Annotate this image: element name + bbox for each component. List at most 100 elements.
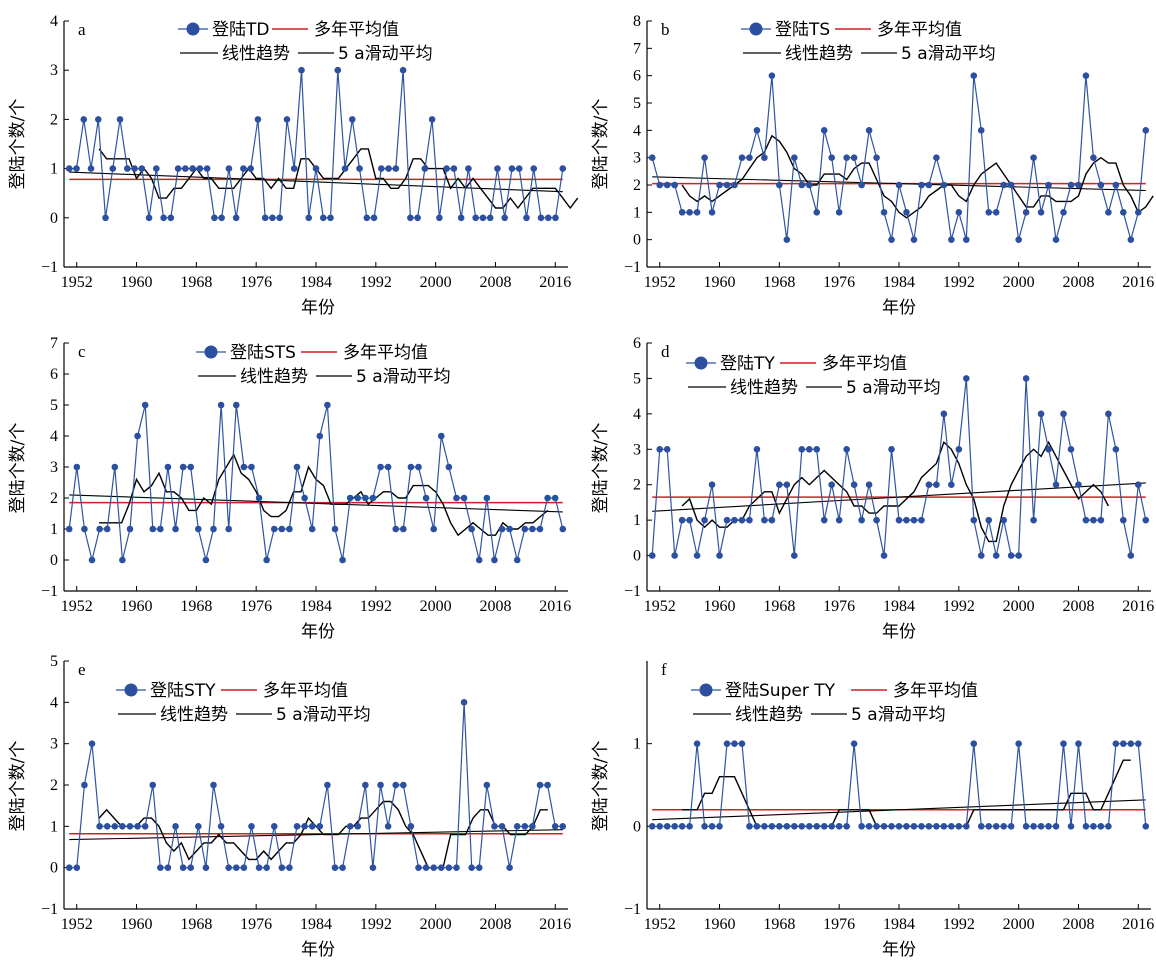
x-tick-label: 2000 [420, 274, 452, 291]
observed-point [202, 556, 210, 564]
legend-ma-label: 5 a滑动平均 [846, 378, 941, 398]
observed-point [992, 823, 1000, 830]
x-tick-label: 1960 [704, 598, 736, 615]
y-tick-label: 3 [50, 736, 58, 753]
observed-point [276, 214, 284, 222]
observed-point [723, 740, 731, 747]
y-tick-label: −1 [41, 259, 58, 276]
observed-point [111, 463, 119, 471]
y-tick-label: 4 [633, 122, 641, 139]
observed-point [468, 864, 475, 871]
observed-point [141, 823, 149, 830]
observed-point [506, 864, 513, 871]
observed-point [701, 516, 708, 524]
legend-mean-label: 多年平均值 [263, 681, 348, 701]
y-tick-label: 3 [633, 150, 641, 167]
panel-letter: a [78, 20, 86, 39]
y-tick-label: −1 [41, 583, 58, 600]
observed-point [407, 214, 414, 222]
observed-point [385, 165, 392, 172]
observed-point [334, 66, 342, 74]
observed-point [955, 445, 963, 453]
observed-point [753, 445, 761, 453]
observed-point [116, 116, 124, 123]
observed-point [835, 823, 843, 830]
observed-point [141, 401, 149, 409]
legend-ma-label: 5 a滑动平均 [276, 705, 371, 725]
observed-point [157, 525, 164, 533]
legend-trend-label: 线性趋势 [785, 44, 853, 64]
observed-point [498, 525, 506, 533]
x-tick-label: 1952 [644, 598, 676, 615]
observed-point [671, 552, 678, 559]
observed-point [240, 165, 247, 172]
y-tick-label: 4 [50, 428, 58, 445]
observed-point [269, 214, 276, 222]
observed-point [723, 516, 731, 524]
observed-point [65, 165, 73, 172]
observed-point [354, 494, 362, 502]
observed-point [1142, 127, 1150, 134]
observed-point [820, 823, 828, 830]
observed-point [491, 556, 498, 564]
legend-mean-label: 多年平均值 [822, 354, 907, 374]
observed-point [508, 165, 516, 172]
observed-point [850, 481, 858, 489]
panel-letter: b [661, 20, 670, 39]
observed-point [465, 165, 472, 172]
observed-point [430, 864, 437, 871]
observed-point [486, 214, 494, 222]
panel-letter: e [78, 660, 86, 679]
observed-point [261, 214, 269, 222]
observed-point [513, 556, 521, 564]
y-tick-label: −1 [624, 583, 641, 600]
observed-point [119, 556, 126, 564]
observed-point [985, 209, 993, 216]
observed-point [270, 525, 278, 533]
observed-point [131, 165, 138, 172]
observed-point [255, 864, 263, 871]
observed-point [339, 864, 346, 871]
observed-point [88, 556, 96, 564]
observed-point [218, 214, 225, 222]
x-tick-label: 1960 [704, 274, 736, 291]
y-tick-label: −1 [41, 901, 58, 918]
y-tick-label: 4 [50, 694, 58, 711]
observed-point [422, 494, 430, 502]
x-tick-label: 1976 [823, 274, 855, 291]
observed-point [73, 864, 81, 871]
observed-point [865, 481, 873, 489]
observed-point [445, 864, 453, 871]
observed-point [1097, 823, 1105, 830]
x-axis-title: 年份 [882, 940, 916, 960]
observed-point [153, 165, 160, 172]
observed-point [903, 209, 910, 216]
observed-point [776, 481, 783, 489]
observed-point [656, 823, 664, 830]
observed-point [96, 525, 103, 533]
observed-point [1134, 209, 1142, 216]
panel-letter: f [661, 660, 667, 679]
observed-point [102, 214, 109, 222]
observed-point [888, 823, 895, 830]
y-tick-label: 3 [50, 459, 58, 476]
observed-line [69, 70, 564, 219]
observed-point [195, 823, 202, 830]
observed-point [443, 165, 450, 172]
observed-point [240, 864, 248, 871]
observed-point [210, 525, 217, 533]
moving-average-line [99, 453, 549, 537]
observed-line [652, 743, 1147, 827]
observed-point [415, 864, 422, 871]
observed-point [858, 516, 865, 524]
legend-trend-label: 线性趋势 [222, 44, 290, 64]
observed-point [247, 165, 254, 172]
y-axis-title: 登陆个数/个 [591, 741, 611, 832]
observed-point [865, 823, 873, 830]
y-tick-label: 4 [633, 406, 641, 423]
observed-point [716, 823, 723, 830]
observed-point [903, 516, 910, 524]
observed-point [910, 516, 918, 524]
